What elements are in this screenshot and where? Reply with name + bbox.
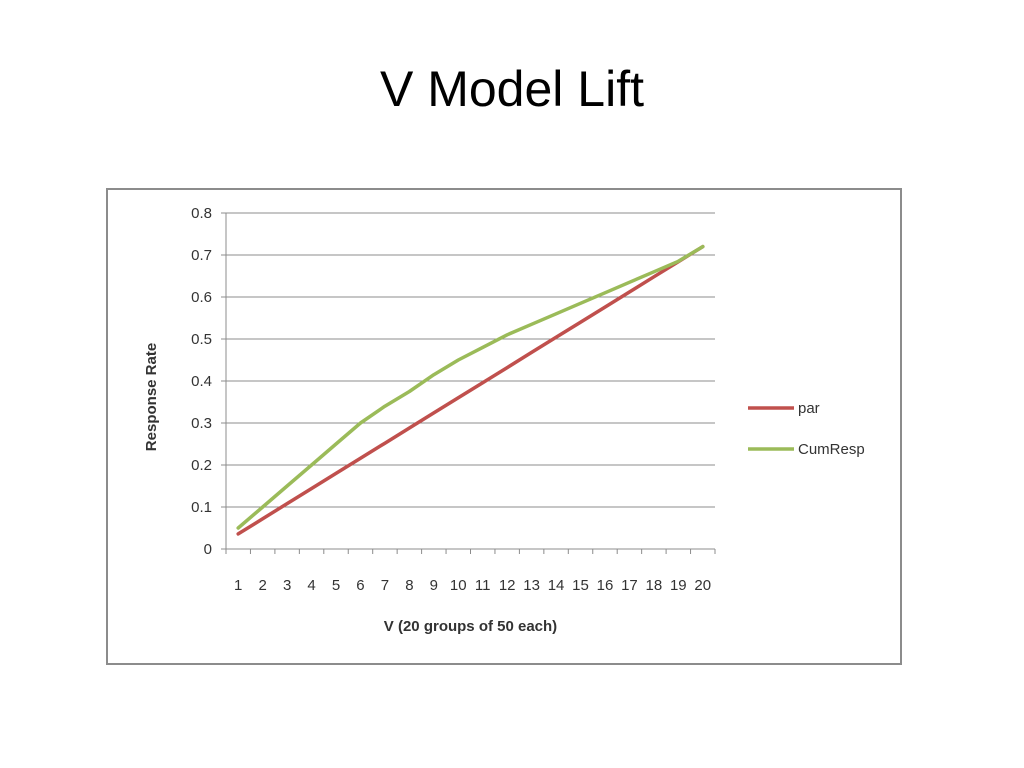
x-tick-label: 20 xyxy=(694,577,711,594)
x-tick-label: 7 xyxy=(381,577,389,594)
x-tick-label: 16 xyxy=(597,577,614,594)
x-tick-label: 11 xyxy=(475,577,491,594)
x-tick-label: 8 xyxy=(405,577,413,594)
x-tick-label: 6 xyxy=(356,577,364,594)
x-tick-label: 15 xyxy=(572,577,589,594)
y-tick-labels: 0 0.1 0.2 0.3 0.4 0.5 0.6 0.7 0.8 xyxy=(191,205,212,558)
x-tick-label: 18 xyxy=(646,577,663,594)
gridlines xyxy=(221,212,715,550)
y-tick-label: 0.1 xyxy=(191,499,212,516)
x-tick-label: 13 xyxy=(523,577,540,594)
legend-label-par: par xyxy=(798,400,820,417)
y-tick-label: 0.4 xyxy=(191,373,212,390)
series-lines xyxy=(236,244,705,536)
y-tick-label: 0.6 xyxy=(191,289,212,306)
series-line-par xyxy=(236,244,705,536)
slide-title: V Model Lift xyxy=(379,61,644,117)
y-tick-label: 0.3 xyxy=(191,415,212,432)
y-tick-label: 0.5 xyxy=(191,331,212,348)
x-axis-title: V (20 groups of 50 each) xyxy=(384,618,557,635)
x-tick-label: 19 xyxy=(670,577,687,594)
y-tick-label: 0 xyxy=(204,541,212,558)
x-tick-label: 3 xyxy=(283,577,291,594)
x-tick-label: 1 xyxy=(234,577,242,594)
legend-label-cumresp: CumResp xyxy=(798,441,865,458)
x-tick-label: 10 xyxy=(450,577,467,594)
x-tick-label: 4 xyxy=(307,577,315,594)
x-tick-label: 12 xyxy=(499,577,516,594)
x-tick-label: 5 xyxy=(332,577,340,594)
y-tick-label: 0.2 xyxy=(191,457,212,474)
x-tick-label: 14 xyxy=(548,577,565,594)
line-chart: 00.10.20.30.40.50.60.70.8 1 2 3 4 5 6 7 8 9 10 11 1… xyxy=(143,205,865,635)
legend: par CumResp xyxy=(748,400,865,458)
x-tick-label: 2 xyxy=(259,577,267,594)
y-axis-title: Response Rate xyxy=(143,343,160,451)
x-tick-label: 17 xyxy=(621,577,638,594)
chart-frame: 0 0.1 0.2 0.3 0.4 0.5 0.6 0.7 0.8 1 2 3 4 5 6 7 8 9 10 11 1… xyxy=(106,188,902,665)
series-line-cumresp xyxy=(236,244,705,530)
y-tick-label: 0.7 xyxy=(191,247,212,264)
x-tick-label: 9 xyxy=(430,577,438,594)
y-tick-label: 0.8 xyxy=(191,205,212,222)
x-axis: 1 2 3 4 5 6 7 8 9 10 11 12 13 14 15 16 17 18 19 20 xyxy=(225,213,716,594)
